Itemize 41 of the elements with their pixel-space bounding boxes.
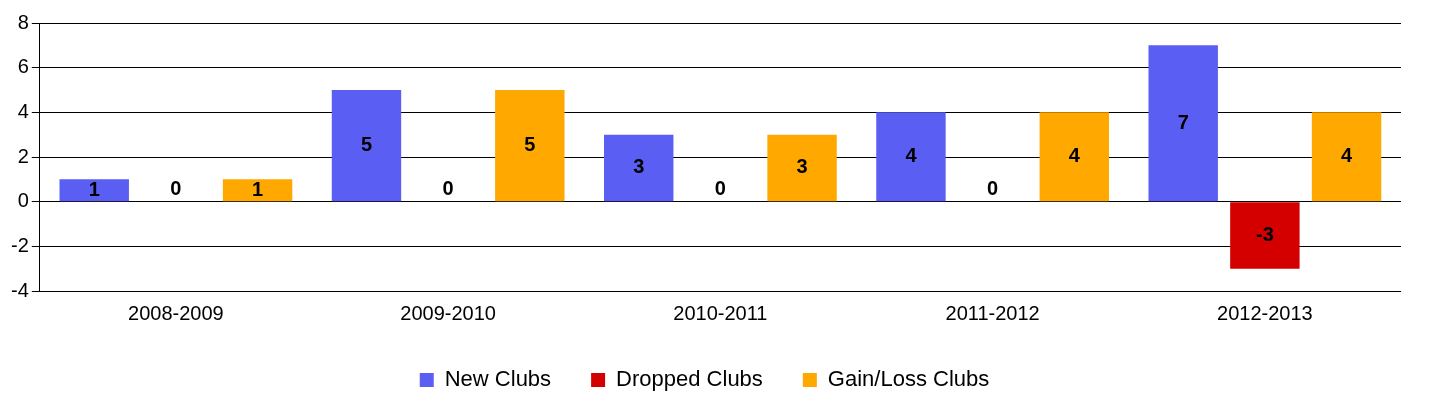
data-label: 0 (170, 177, 182, 200)
x-tick-label: 2008-2009 (128, 301, 224, 324)
x-tick-label: 2011-2012 (945, 301, 1040, 324)
y-tick-label: 0 (17, 189, 29, 212)
data-label: 4 (905, 144, 918, 167)
bar (1230, 202, 1300, 269)
bar (1148, 45, 1218, 202)
bar (59, 179, 129, 202)
data-label: 0 (442, 177, 454, 200)
bar (767, 134, 837, 202)
x-tick-label: 2010-2011 (673, 301, 768, 324)
data-label: 3 (796, 155, 808, 178)
data-label: 3 (633, 155, 645, 178)
data-label: -3 (1255, 222, 1274, 245)
data-label: 5 (524, 133, 536, 156)
bar (876, 112, 946, 202)
bar (331, 90, 402, 202)
legend-label: Dropped Clubs (616, 366, 763, 392)
data-label: 1 (252, 177, 264, 200)
bar (1311, 112, 1382, 202)
y-tick-label: -2 (10, 233, 29, 256)
y-tick-label: 4 (17, 99, 29, 122)
y-tick-label: 8 (17, 10, 29, 33)
y-tick-label: -4 (10, 278, 29, 301)
data-label: 1 (88, 177, 100, 200)
legend-label: Gain/Loss Clubs (827, 366, 990, 392)
bar (495, 90, 565, 202)
bar (604, 134, 674, 202)
legend-label: New Clubs (444, 366, 552, 392)
data-label: 5 (360, 133, 373, 156)
x-tick-label: 2012-2013 (1217, 301, 1313, 324)
y-tick-label: 2 (17, 144, 29, 167)
bar (1039, 112, 1110, 202)
data-label: 0 (714, 177, 726, 200)
bar (222, 179, 293, 202)
data-label: 0 (987, 177, 999, 200)
y-tick-label: 6 (17, 55, 29, 78)
data-label: 7 (1177, 110, 1189, 133)
data-label: 4 (1068, 144, 1081, 167)
data-label: 4 (1340, 144, 1353, 167)
x-tick-label: 2009-2010 (400, 301, 496, 324)
